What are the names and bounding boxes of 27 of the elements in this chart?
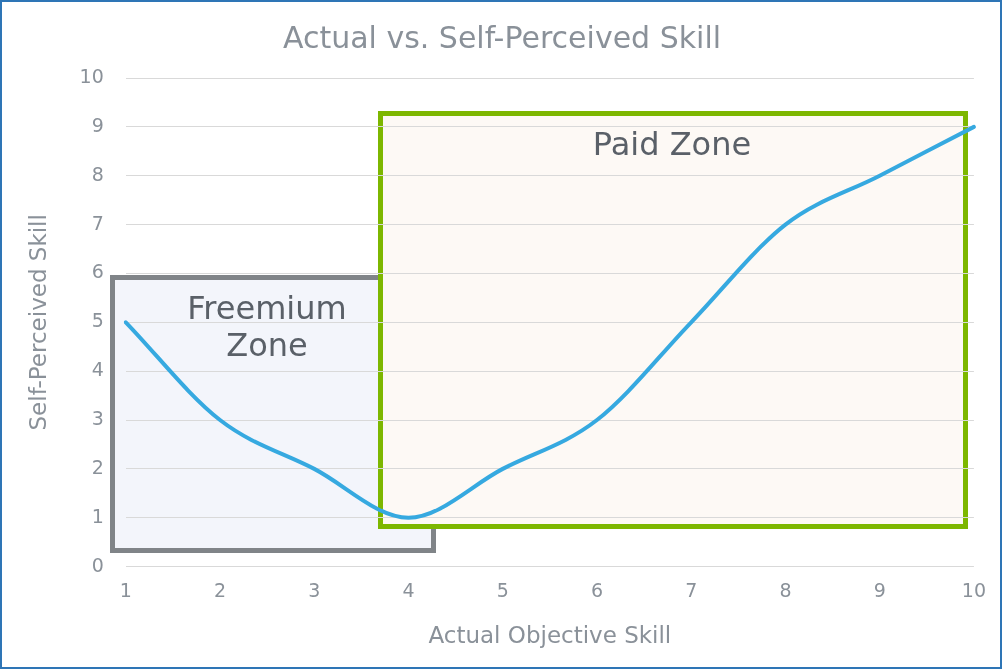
y-tick-label: 7 xyxy=(91,211,104,234)
y-tick-label: 10 xyxy=(79,64,104,87)
y-tick-label: 0 xyxy=(91,553,104,576)
chart-title: Actual vs. Self-Perceived Skill xyxy=(282,19,722,55)
y-tick-label: 1 xyxy=(91,504,104,527)
line-series xyxy=(123,124,976,520)
annotation: Freemium Zone xyxy=(186,289,348,364)
x-tick-label: 3 xyxy=(308,578,321,601)
x-tick-label: 2 xyxy=(213,578,227,601)
y-tick-label: 4 xyxy=(91,358,104,381)
x-tick-label: 5 xyxy=(496,578,509,601)
x-tick-label: 1 xyxy=(119,578,132,601)
y-tick-label: 5 xyxy=(91,309,104,332)
x-tick-label: 9 xyxy=(873,578,886,601)
x-tick-label: 10 xyxy=(961,578,987,601)
x-tick-label: 6 xyxy=(590,578,604,601)
annotation: Paid Zone xyxy=(591,125,753,163)
y-tick-label: 6 xyxy=(91,260,104,283)
x-tick-label: 8 xyxy=(779,578,792,601)
x-axis-title: Actual Objective Skill xyxy=(428,622,672,649)
y-axis-title: Self-Perceived Skill xyxy=(24,214,51,431)
y-tick-label: 8 xyxy=(91,162,104,185)
y-tick-label: 2 xyxy=(91,455,104,478)
y-tick-label: 9 xyxy=(91,113,104,136)
x-tick-label: 4 xyxy=(402,578,415,601)
x-tick-label: 7 xyxy=(685,578,698,601)
y-tick-label: 3 xyxy=(91,406,104,429)
